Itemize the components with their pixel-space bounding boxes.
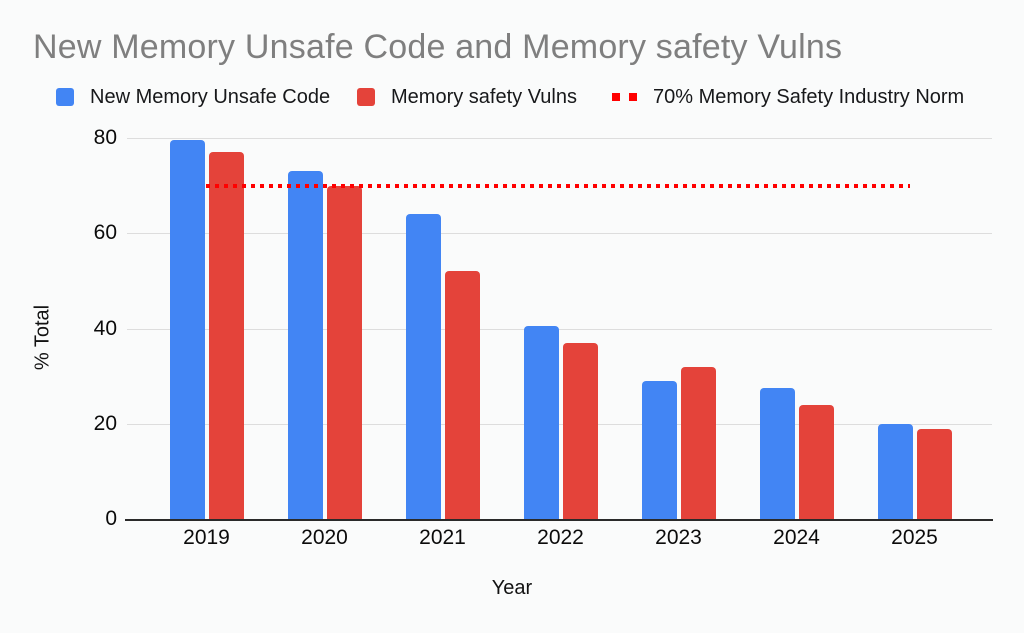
bar-2019-unsafe-code xyxy=(169,140,205,519)
x-tick-label-2019: 2019 xyxy=(183,526,230,549)
bar-2021-vulns xyxy=(444,271,480,519)
y-tick-label-20: 20 xyxy=(93,411,117,435)
y-axis-title: % Total xyxy=(31,304,54,371)
bar-2023-vulns xyxy=(680,366,716,519)
reference-line-70-percent xyxy=(206,183,910,188)
bar-2024-vulns xyxy=(798,404,834,519)
legend-item-memory-safety-vulns: Memory safety Vulns xyxy=(357,84,577,110)
y-tick-label-80: 80 xyxy=(93,126,117,149)
gridline-20 xyxy=(127,423,992,425)
bar-2020-vulns xyxy=(326,185,362,519)
y-tick-label-0: 0 xyxy=(105,507,117,530)
x-tick-label-2021: 2021 xyxy=(419,526,466,549)
legend-swatch-blue-square xyxy=(56,88,74,106)
legend-label: 70% Memory Safety Industry Norm xyxy=(653,85,965,108)
x-tick-label-2023: 2023 xyxy=(655,526,702,549)
bar-2022-unsafe-code xyxy=(523,326,559,519)
plot-area xyxy=(125,138,993,521)
gridline-40 xyxy=(127,328,992,330)
bar-2025-vulns xyxy=(916,428,952,519)
bar-2022-vulns xyxy=(562,342,598,519)
bar-2023-unsafe-code xyxy=(641,380,677,519)
y-tick-label-60: 60 xyxy=(93,221,117,245)
bar-2025-unsafe-code xyxy=(877,423,913,519)
chart-title: New Memory Unsafe Code and Memory safety… xyxy=(33,28,843,66)
x-tick-label-2020: 2020 xyxy=(301,526,348,549)
legend: New Memory Unsafe Code Memory safety Vul… xyxy=(0,84,1024,110)
x-tick-label-2025: 2025 xyxy=(891,526,938,549)
legend-item-industry-norm: 70% Memory Safety Industry Norm xyxy=(612,84,964,110)
bar-2024-unsafe-code xyxy=(759,388,795,519)
legend-item-new-memory-unsafe-code: New Memory Unsafe Code xyxy=(56,84,330,110)
x-axis-title: Year xyxy=(491,577,533,599)
x-tick-label-2022: 2022 xyxy=(537,526,584,549)
y-tick-label-40: 40 xyxy=(93,316,117,340)
bar-2021-unsafe-code xyxy=(405,214,441,519)
gridline-80 xyxy=(127,138,992,139)
legend-swatch-dotted-line xyxy=(612,93,637,101)
gridline-60 xyxy=(127,233,992,235)
x-axis-line xyxy=(125,519,993,521)
bar-2020-unsafe-code xyxy=(287,171,323,519)
legend-swatch-red-square xyxy=(357,88,375,106)
red-dot-icon xyxy=(612,93,620,101)
red-dot-icon xyxy=(629,93,637,101)
legend-label: New Memory Unsafe Code xyxy=(90,85,331,108)
x-tick-label-2024: 2024 xyxy=(773,526,820,549)
legend-label: Memory safety Vulns xyxy=(391,85,577,108)
bar-2019-vulns xyxy=(208,152,244,519)
